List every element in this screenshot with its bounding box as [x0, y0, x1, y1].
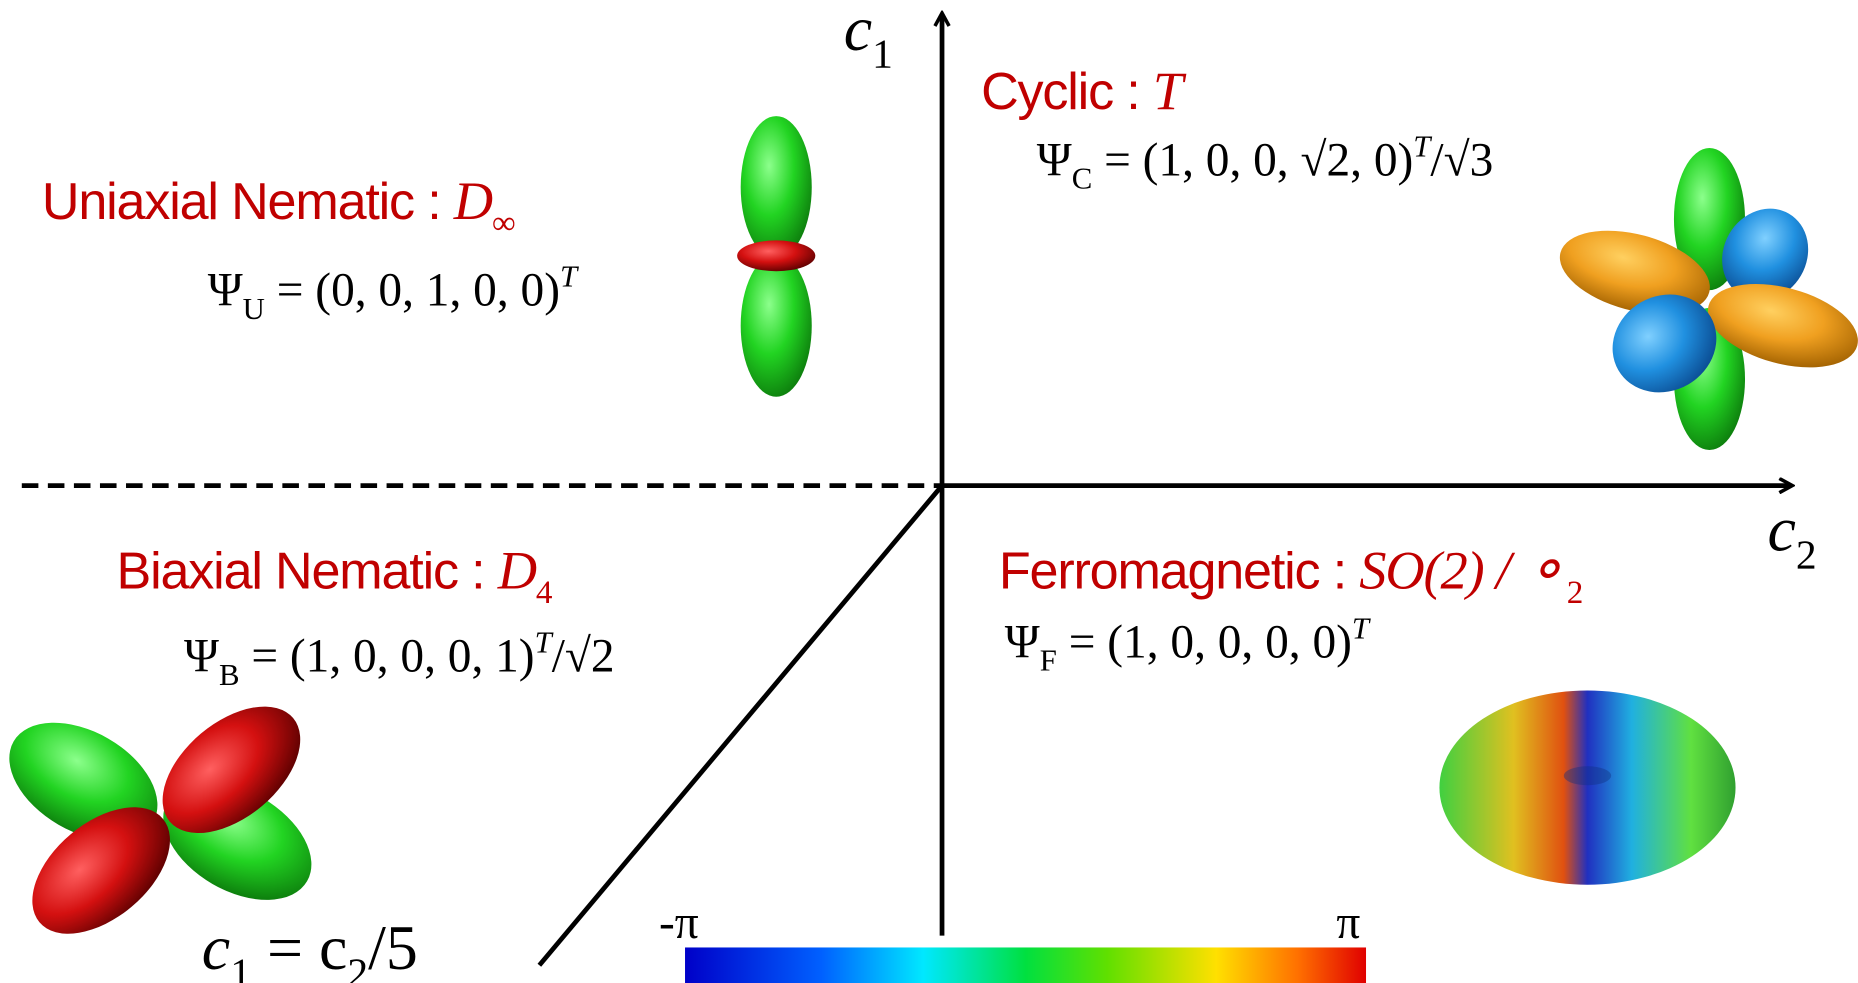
- label-part: /5: [368, 912, 418, 983]
- boundary-label: c1 = c2/5: [202, 912, 418, 983]
- label-part: 2: [347, 950, 368, 983]
- phase-name: Cyclic : T: [981, 60, 1187, 121]
- label-part: c: [1768, 494, 1796, 565]
- phase-name: Ferromagnetic : SO(2) / ⚬2: [999, 540, 1582, 611]
- phase-state: ΨF = (1, 0, 0, 0, 0)T: [1005, 611, 1371, 677]
- label-part: = (0, 0, 1, 0, 0): [265, 265, 560, 317]
- phase-state: ΨB = (1, 0, 0, 0, 1)T/√2: [184, 626, 615, 692]
- label-part: U: [243, 292, 265, 326]
- phase-symmetry: T: [1153, 60, 1187, 121]
- label-part: c: [844, 0, 872, 64]
- label-part: /√3: [1430, 134, 1493, 186]
- label-part: c: [202, 912, 230, 983]
- label-part: 1: [872, 31, 893, 77]
- colorbar: [685, 947, 1366, 983]
- label-part: = c: [251, 912, 347, 983]
- phase-title: Uniaxial Nematic :: [42, 173, 454, 231]
- label-part: T: [560, 260, 579, 294]
- label-part: T: [1352, 611, 1371, 645]
- label-part: /√2: [552, 631, 615, 683]
- ferromagnetic-shape: [1439, 690, 1735, 884]
- label-part: = (1, 0, 0, √2, 0): [1092, 134, 1413, 186]
- uniaxial-shape: [737, 116, 815, 397]
- phase-title: Ferromagnetic :: [999, 543, 1359, 601]
- label-part: B: [219, 658, 240, 692]
- phase-symmetry: D: [497, 540, 537, 601]
- vertical-axis-label: c1: [844, 0, 893, 77]
- phase-symmetry: D: [453, 170, 493, 231]
- horizontal-axis-label: c2: [1768, 494, 1817, 578]
- label-part: Ψ: [1005, 616, 1040, 668]
- phase-title: Biaxial Nematic :: [117, 543, 498, 601]
- phase-name: Biaxial Nematic : D4: [117, 540, 553, 611]
- phase-symmetry-sub: 4: [536, 574, 553, 611]
- phase-symmetry: SO(2) / ⚬: [1359, 540, 1566, 601]
- phase-state: ΨU = (0, 0, 1, 0, 0)T: [208, 260, 579, 326]
- boundary-line: [539, 486, 942, 966]
- label-part: 1: [230, 950, 251, 983]
- cyclic-shape: [1551, 148, 1858, 450]
- label-part: F: [1040, 644, 1057, 678]
- diagram: c1c2Cyclic : TΨC = (1, 0, 0, √2, 0)T/√3U…: [0, 0, 1858, 983]
- phase-title: Cyclic :: [981, 63, 1153, 121]
- label-part: = (1, 0, 0, 0, 0): [1057, 616, 1352, 668]
- page: { "axes": { "vertical": {"label": "c", "…: [0, 0, 1858, 983]
- label-part: Ψ: [184, 631, 219, 683]
- label-part: C: [1072, 162, 1093, 196]
- phase-name: Uniaxial Nematic : D∞: [42, 170, 515, 241]
- colorbar-min: -π: [659, 897, 699, 949]
- phase-symmetry-sub: ∞: [492, 204, 515, 241]
- label-part: = (1, 0, 0, 0, 1): [240, 631, 535, 683]
- label-part: Ψ: [1037, 134, 1072, 186]
- label-part: Ψ: [208, 265, 243, 317]
- phase-state: ΨC = (1, 0, 0, √2, 0)T/√3: [1037, 129, 1493, 195]
- colorbar-max: π: [1336, 897, 1360, 949]
- phase-symmetry-sub: 2: [1567, 574, 1582, 611]
- label-part: 2: [1796, 532, 1817, 578]
